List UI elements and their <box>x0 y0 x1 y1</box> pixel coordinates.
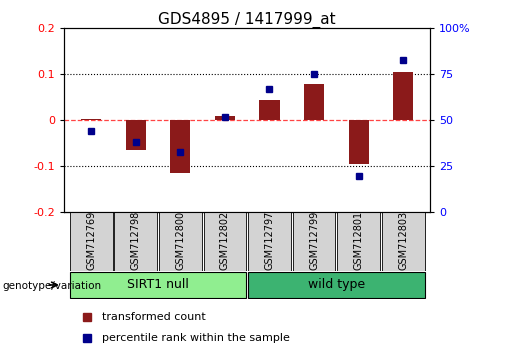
Bar <box>393 72 414 120</box>
Bar <box>70 212 113 271</box>
Bar <box>293 212 335 271</box>
Bar <box>70 272 246 298</box>
Text: GSM712803: GSM712803 <box>398 211 408 270</box>
Bar <box>349 120 369 164</box>
Bar <box>170 120 191 173</box>
Bar <box>203 212 246 271</box>
Bar <box>248 272 425 298</box>
Bar <box>159 212 202 271</box>
Bar <box>304 84 324 120</box>
Bar <box>248 212 291 271</box>
Text: GSM712798: GSM712798 <box>131 211 141 270</box>
Text: GSM712799: GSM712799 <box>309 211 319 270</box>
Bar <box>337 212 380 271</box>
Title: GDS4895 / 1417999_at: GDS4895 / 1417999_at <box>159 12 336 28</box>
Text: percentile rank within the sample: percentile rank within the sample <box>102 332 290 343</box>
Bar <box>382 212 425 271</box>
Text: GSM712801: GSM712801 <box>354 211 364 270</box>
Text: GSM712797: GSM712797 <box>265 211 274 270</box>
Bar <box>260 100 280 120</box>
Bar <box>81 119 101 120</box>
Text: SIRT1 null: SIRT1 null <box>127 278 189 291</box>
Bar <box>126 120 146 150</box>
Text: GSM712802: GSM712802 <box>220 211 230 270</box>
Text: GSM712800: GSM712800 <box>175 211 185 270</box>
Text: genotype/variation: genotype/variation <box>3 281 101 291</box>
Text: transformed count: transformed count <box>102 312 205 322</box>
Bar <box>215 116 235 120</box>
Text: wild type: wild type <box>308 278 365 291</box>
Bar <box>114 212 157 271</box>
Text: GSM712769: GSM712769 <box>86 211 96 270</box>
